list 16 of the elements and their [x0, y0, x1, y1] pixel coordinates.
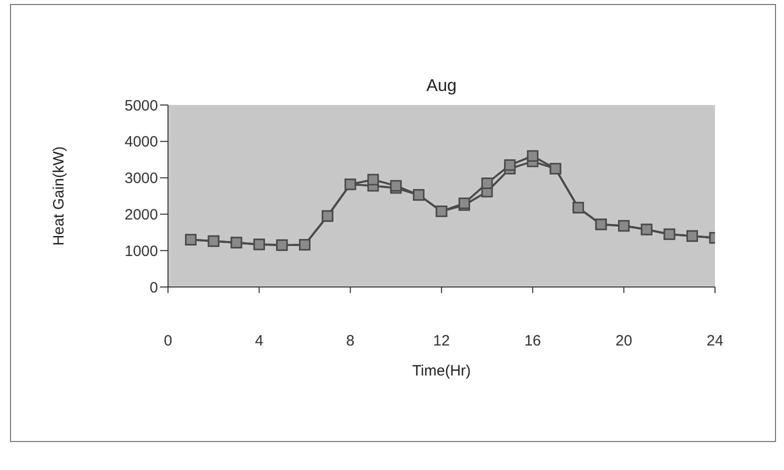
x-tick-label: 24: [706, 332, 724, 350]
y-tick-label: 3000: [124, 170, 158, 188]
x-tick-label: 8: [346, 332, 355, 350]
x-axis-title: Time(Hr): [412, 362, 471, 380]
y-tick-label: 2000: [124, 206, 158, 224]
x-tick-label: 16: [524, 332, 542, 350]
y-axis-title: Heat Gain(kW): [50, 146, 68, 246]
x-tick-label: 4: [254, 332, 264, 350]
y-tick-label: 1000: [124, 242, 158, 260]
chart-title: Aug: [425, 76, 458, 96]
y-tick-label: 4000: [124, 134, 158, 151]
y-tick-label: 0: [150, 279, 158, 296]
x-tick-label: 0: [164, 332, 172, 350]
x-tick-label: 20: [615, 332, 632, 350]
y-tick-label: 5000: [124, 97, 158, 114]
x-tick-label: 12: [433, 332, 450, 350]
